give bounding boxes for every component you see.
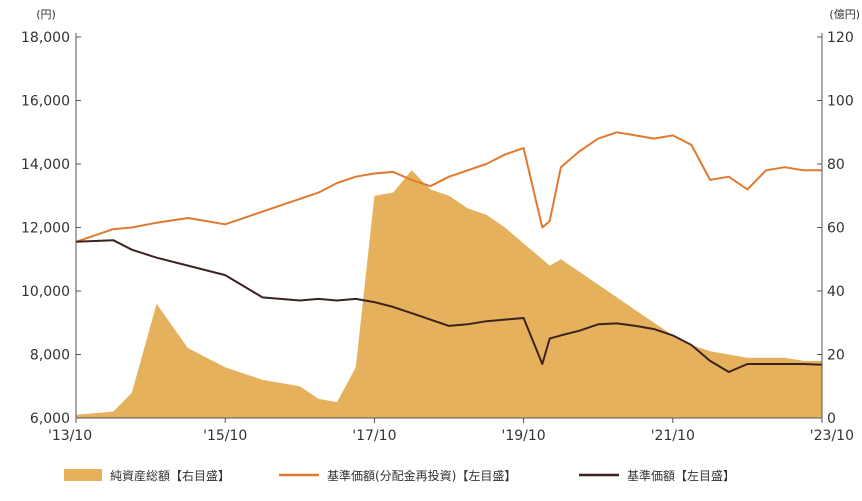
y-right-tick-label: 100 <box>827 94 854 110</box>
legend-swatch-area <box>64 469 102 481</box>
legend-label: 基準価額【左目盛】 <box>627 468 735 483</box>
y-left-tick-label: 18,000 <box>21 30 70 46</box>
y-right-tick-label: 0 <box>827 411 836 427</box>
x-tick-label: '19/10 <box>501 428 545 444</box>
y-left-tick-label: 10,000 <box>21 284 70 300</box>
legend-label: 純資産総額【右目盛】 <box>110 468 230 483</box>
y-right-unit: (億円) <box>829 8 860 21</box>
line-layer <box>75 131 823 373</box>
y-left-tick-label: 6,000 <box>30 411 70 427</box>
y-left-unit: (円) <box>36 8 56 21</box>
x-tick-label: '21/10 <box>651 428 695 444</box>
axes-layer <box>75 33 823 423</box>
legend: 純資産総額【右目盛】 基準価額(分配金再投資)【左目盛】 基準価額【左目盛】 <box>64 468 735 483</box>
y-left-tick-label: 8,000 <box>30 348 70 364</box>
y-left-tick-label: 16,000 <box>21 94 70 110</box>
series-nav-reinvested-line <box>75 131 822 243</box>
x-tick-label: '23/10 <box>810 428 854 444</box>
y-right-tick-label: 40 <box>827 284 845 300</box>
legend-label: 基準価額(分配金再投資)【左目盛】 <box>327 468 516 483</box>
area-layer <box>76 170 822 418</box>
x-tick-label: '15/10 <box>203 428 247 444</box>
y-right-tick-label: 120 <box>827 30 854 46</box>
x-tick-label: '13/10 <box>48 428 92 444</box>
y-right-tick-label: 60 <box>827 221 845 237</box>
ticks-layer: 6,000 8,000 10,000 12,000 14,000 16,000 18,000… <box>21 8 860 444</box>
y-left-tick-label: 12,000 <box>21 221 70 237</box>
y-right-tick-label: 20 <box>827 348 845 364</box>
y-left-tick-label: 14,000 <box>21 157 70 173</box>
x-tick-label: '17/10 <box>352 428 396 444</box>
y-right-tick-label: 80 <box>827 157 845 173</box>
series-net-assets-area <box>76 170 822 418</box>
series-nav-line <box>75 239 823 373</box>
